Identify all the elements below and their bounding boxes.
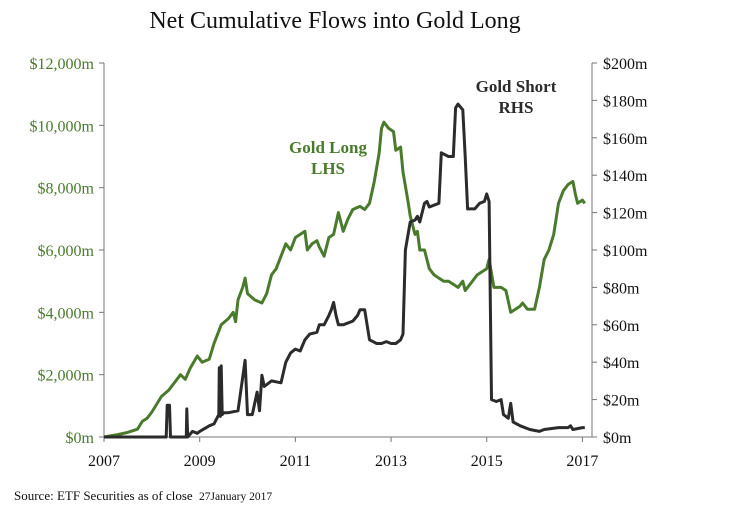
left-tick-label: $8,000m	[38, 181, 95, 198]
right-tick-label: $0m	[603, 430, 632, 447]
right-tick-label: $120m	[603, 206, 648, 223]
right-tick-label: $100m	[603, 243, 648, 260]
right-tick-label: $180m	[603, 93, 648, 110]
x-tick-label: 2007	[88, 453, 120, 470]
source-date: 27January 2017	[198, 491, 273, 503]
left-axis: $0m $2,000m $4,000m $6,000m $8,000m $10,000m $…	[30, 56, 104, 447]
left-tick-label: $10,000m	[30, 118, 95, 135]
left-tick-label: $0m	[66, 430, 95, 447]
x-tick-label: 2013	[375, 453, 407, 470]
gold-long-line	[103, 120, 586, 439]
right-tick-label: $200m	[603, 56, 648, 73]
gold-short-label-line: Gold Short	[476, 77, 557, 96]
chart-title: Net Cumulative Flows into Gold Long	[149, 8, 521, 34]
x-tick-label: 2015	[471, 453, 503, 470]
right-tick-label: $60m	[603, 318, 640, 335]
right-tick-label: $140m	[603, 168, 648, 185]
left-tick-label: $2,000m	[38, 368, 95, 385]
left-tick-label: $6,000m	[38, 243, 95, 260]
gold-long-label-line: Gold Long	[289, 138, 367, 157]
series-layer	[103, 102, 586, 439]
source-text: Source: ETF Securities as of close	[14, 488, 193, 503]
x-tick-label: 2011	[280, 453, 311, 470]
right-axis: $0m $20m $40m $60m $80m $100m $120m $140m $160m $…	[592, 56, 648, 447]
gold-short-label-line: RHS	[499, 98, 534, 117]
left-tick-label: $4,000m	[38, 305, 95, 322]
x-tick-label: 2009	[184, 453, 216, 470]
right-tick-label: $40m	[603, 355, 640, 372]
gold-short-line	[104, 102, 585, 439]
right-tick-label: $20m	[603, 393, 640, 410]
x-axis: 2007 2009 2011 2013 2015 2017	[88, 437, 598, 470]
x-tick-label: 2017	[566, 453, 598, 470]
right-tick-label: $80m	[603, 280, 640, 297]
right-tick-label: $160m	[603, 131, 648, 148]
source-note: Source: ETF Securities as of close 27Jan…	[14, 488, 272, 504]
left-tick-label: $12,000m	[30, 56, 95, 73]
series-labels: Gold Long LHS Gold Short RHS	[289, 77, 557, 178]
gold-long-label-line: LHS	[311, 159, 345, 178]
